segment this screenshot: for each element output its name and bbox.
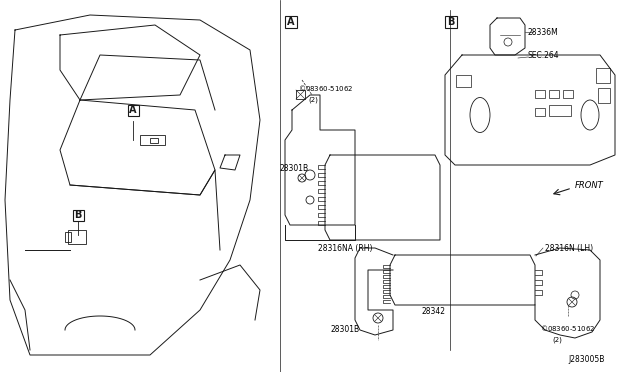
Bar — [563, 90, 573, 98]
Text: 28301B: 28301B — [331, 326, 360, 334]
Text: 28316N (LH): 28316N (LH) — [545, 244, 593, 253]
Text: B: B — [74, 210, 82, 220]
Text: 28336M: 28336M — [528, 28, 559, 36]
Text: A: A — [287, 17, 295, 27]
Bar — [549, 90, 559, 98]
Bar — [535, 90, 545, 98]
Bar — [72, 209, 83, 221]
Bar — [456, 75, 471, 87]
Bar — [65, 232, 71, 242]
Text: B: B — [447, 17, 454, 27]
Text: 28316NA (RH): 28316NA (RH) — [318, 244, 372, 253]
Text: 28301B: 28301B — [280, 164, 309, 173]
Bar — [140, 135, 165, 145]
Bar — [296, 90, 305, 99]
Bar — [150, 138, 158, 143]
Bar — [68, 230, 86, 244]
Text: A: A — [129, 105, 137, 115]
Bar — [285, 16, 297, 28]
Text: $\mathsf{\copyright}$08360-51062: $\mathsf{\copyright}$08360-51062 — [540, 323, 595, 333]
Text: J283005B: J283005B — [568, 356, 604, 365]
Bar — [445, 16, 457, 28]
Bar — [535, 108, 545, 116]
Text: 28342: 28342 — [422, 308, 446, 317]
Bar — [127, 105, 138, 115]
Bar — [549, 105, 571, 116]
Text: $\mathsf{\copyright}$08360-51062: $\mathsf{\copyright}$08360-51062 — [298, 83, 353, 93]
Bar — [596, 68, 610, 83]
Text: FRONT: FRONT — [575, 180, 604, 189]
Text: (2): (2) — [552, 337, 562, 343]
Bar — [598, 88, 610, 103]
Text: (2): (2) — [308, 97, 318, 103]
Text: SEC.264: SEC.264 — [528, 51, 559, 60]
